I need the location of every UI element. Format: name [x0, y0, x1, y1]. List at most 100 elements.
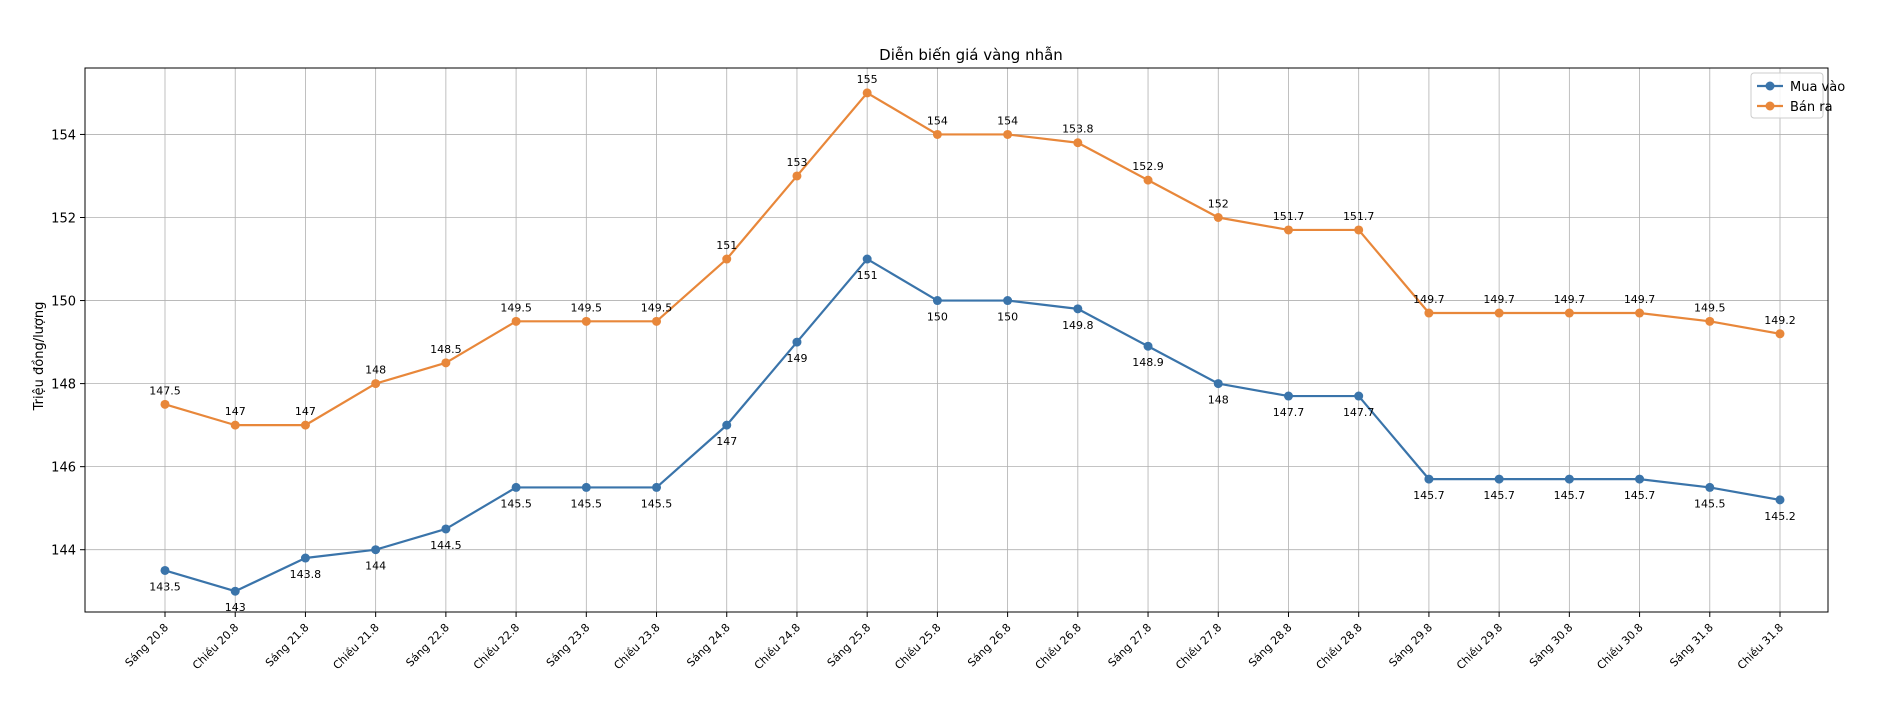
data-point [511, 482, 521, 492]
data-label: 149.5 [571, 301, 603, 314]
data-point [371, 379, 381, 389]
data-label: 151 [716, 239, 737, 252]
data-label: 148 [1208, 394, 1229, 407]
data-label: 150 [997, 311, 1018, 324]
data-label: 153.8 [1062, 123, 1094, 136]
data-label: 144.5 [430, 539, 462, 552]
y-tick-label: 148 [51, 378, 76, 393]
data-label: 150 [927, 311, 948, 324]
data-point [581, 316, 591, 326]
x-tick-label: Chiều 21.8 [331, 621, 382, 672]
data-label: 148.5 [430, 343, 462, 356]
data-point [932, 296, 942, 306]
x-tick-label: Sáng 20.8 [123, 621, 172, 670]
x-tick-label: Sáng 22.8 [403, 621, 452, 670]
data-label: 145.5 [641, 497, 673, 510]
data-point [1494, 474, 1504, 484]
data-label: 145.2 [1764, 510, 1796, 523]
data-point [652, 482, 662, 492]
data-label: 145.5 [500, 497, 532, 510]
grid-lines [85, 68, 1828, 612]
data-point [722, 420, 732, 430]
data-point [441, 358, 451, 368]
x-tick-label: Sáng 23.8 [544, 621, 593, 670]
data-label: 149.5 [1694, 301, 1726, 314]
data-label: 149.7 [1413, 293, 1445, 306]
data-label: 147 [716, 435, 737, 448]
data-point [1003, 296, 1013, 306]
legend: Mua vào Bán ra [1750, 72, 1845, 119]
data-point [862, 88, 872, 98]
data-point [1635, 308, 1645, 318]
data-label: 149 [786, 352, 807, 365]
data-label: 148 [365, 364, 386, 377]
y-tick-label: 152 [51, 211, 76, 226]
x-tick-label: Sáng 28.8 [1246, 621, 1295, 670]
x-tick-label: Chiều 31.8 [1735, 621, 1786, 672]
series-mua-vao: 143.5 143 143.8 144 144.5 145.5 145.5 145.5 147 1… [149, 254, 1796, 614]
data-point [792, 171, 802, 181]
data-point [511, 316, 521, 326]
data-point [300, 420, 310, 430]
data-point [1073, 304, 1083, 314]
data-point [722, 254, 732, 264]
data-label: 145.7 [1624, 489, 1656, 502]
legend-label: Bán ra [1790, 100, 1833, 115]
data-label: 145.5 [1694, 497, 1726, 510]
data-point [792, 337, 802, 347]
y-axis-title: Triệu đồng/lượng [32, 302, 47, 412]
series-line [164, 257, 1781, 593]
data-label: 153 [786, 156, 807, 169]
plot-frame [84, 67, 1829, 613]
data-point [1213, 379, 1223, 389]
data-label: 147 [225, 405, 246, 418]
legend-marker [1765, 101, 1775, 111]
data-label: 145.7 [1413, 489, 1445, 502]
data-label: 148.9 [1132, 356, 1164, 369]
data-point [1143, 175, 1153, 185]
data-label: 151.7 [1273, 210, 1305, 223]
data-label: 154 [997, 114, 1018, 127]
y-tick-label: 144 [51, 544, 76, 559]
data-point [1143, 341, 1153, 351]
data-label: 149.7 [1554, 293, 1586, 306]
data-point [160, 399, 170, 409]
data-point [1213, 212, 1223, 222]
data-point [1073, 138, 1083, 148]
x-axis-ticks: Sáng 20.8 Chiều 20.8 Sáng 21.8 Chiều 21.8 Sá… [123, 612, 1786, 672]
series-line [164, 91, 1781, 427]
data-label: 154 [927, 114, 948, 127]
data-point [1494, 308, 1504, 318]
data-point [441, 524, 451, 534]
x-tick-label: Chiều 24.8 [752, 621, 803, 672]
y-tick-label: 150 [51, 295, 76, 310]
data-point [1354, 391, 1364, 401]
data-point [581, 482, 591, 492]
x-tick-label: Sáng 30.8 [1527, 621, 1576, 670]
data-point [1705, 482, 1715, 492]
data-point [1564, 474, 1574, 484]
y-axis-ticks: 144 146 148 150 152 154 [51, 128, 85, 559]
data-point [1354, 225, 1364, 235]
data-point [1283, 225, 1293, 235]
x-tick-label: Chiều 23.8 [611, 621, 662, 672]
data-point [1283, 391, 1293, 401]
x-tick-label: Sáng 25.8 [825, 621, 874, 670]
data-point [862, 254, 872, 264]
data-label: 149.2 [1764, 314, 1796, 327]
x-tick-label: Chiều 28.8 [1314, 621, 1365, 672]
data-label: 155 [857, 73, 878, 86]
x-tick-label: Sáng 24.8 [684, 621, 733, 670]
data-label: 151.7 [1343, 210, 1375, 223]
data-point [230, 586, 240, 596]
data-point [1564, 308, 1574, 318]
data-point [1003, 129, 1013, 139]
data-point [652, 316, 662, 326]
x-tick-label: Chiều 22.8 [471, 621, 522, 672]
data-point [300, 553, 310, 563]
data-label: 147 [295, 405, 316, 418]
data-label: 149.5 [641, 301, 673, 314]
